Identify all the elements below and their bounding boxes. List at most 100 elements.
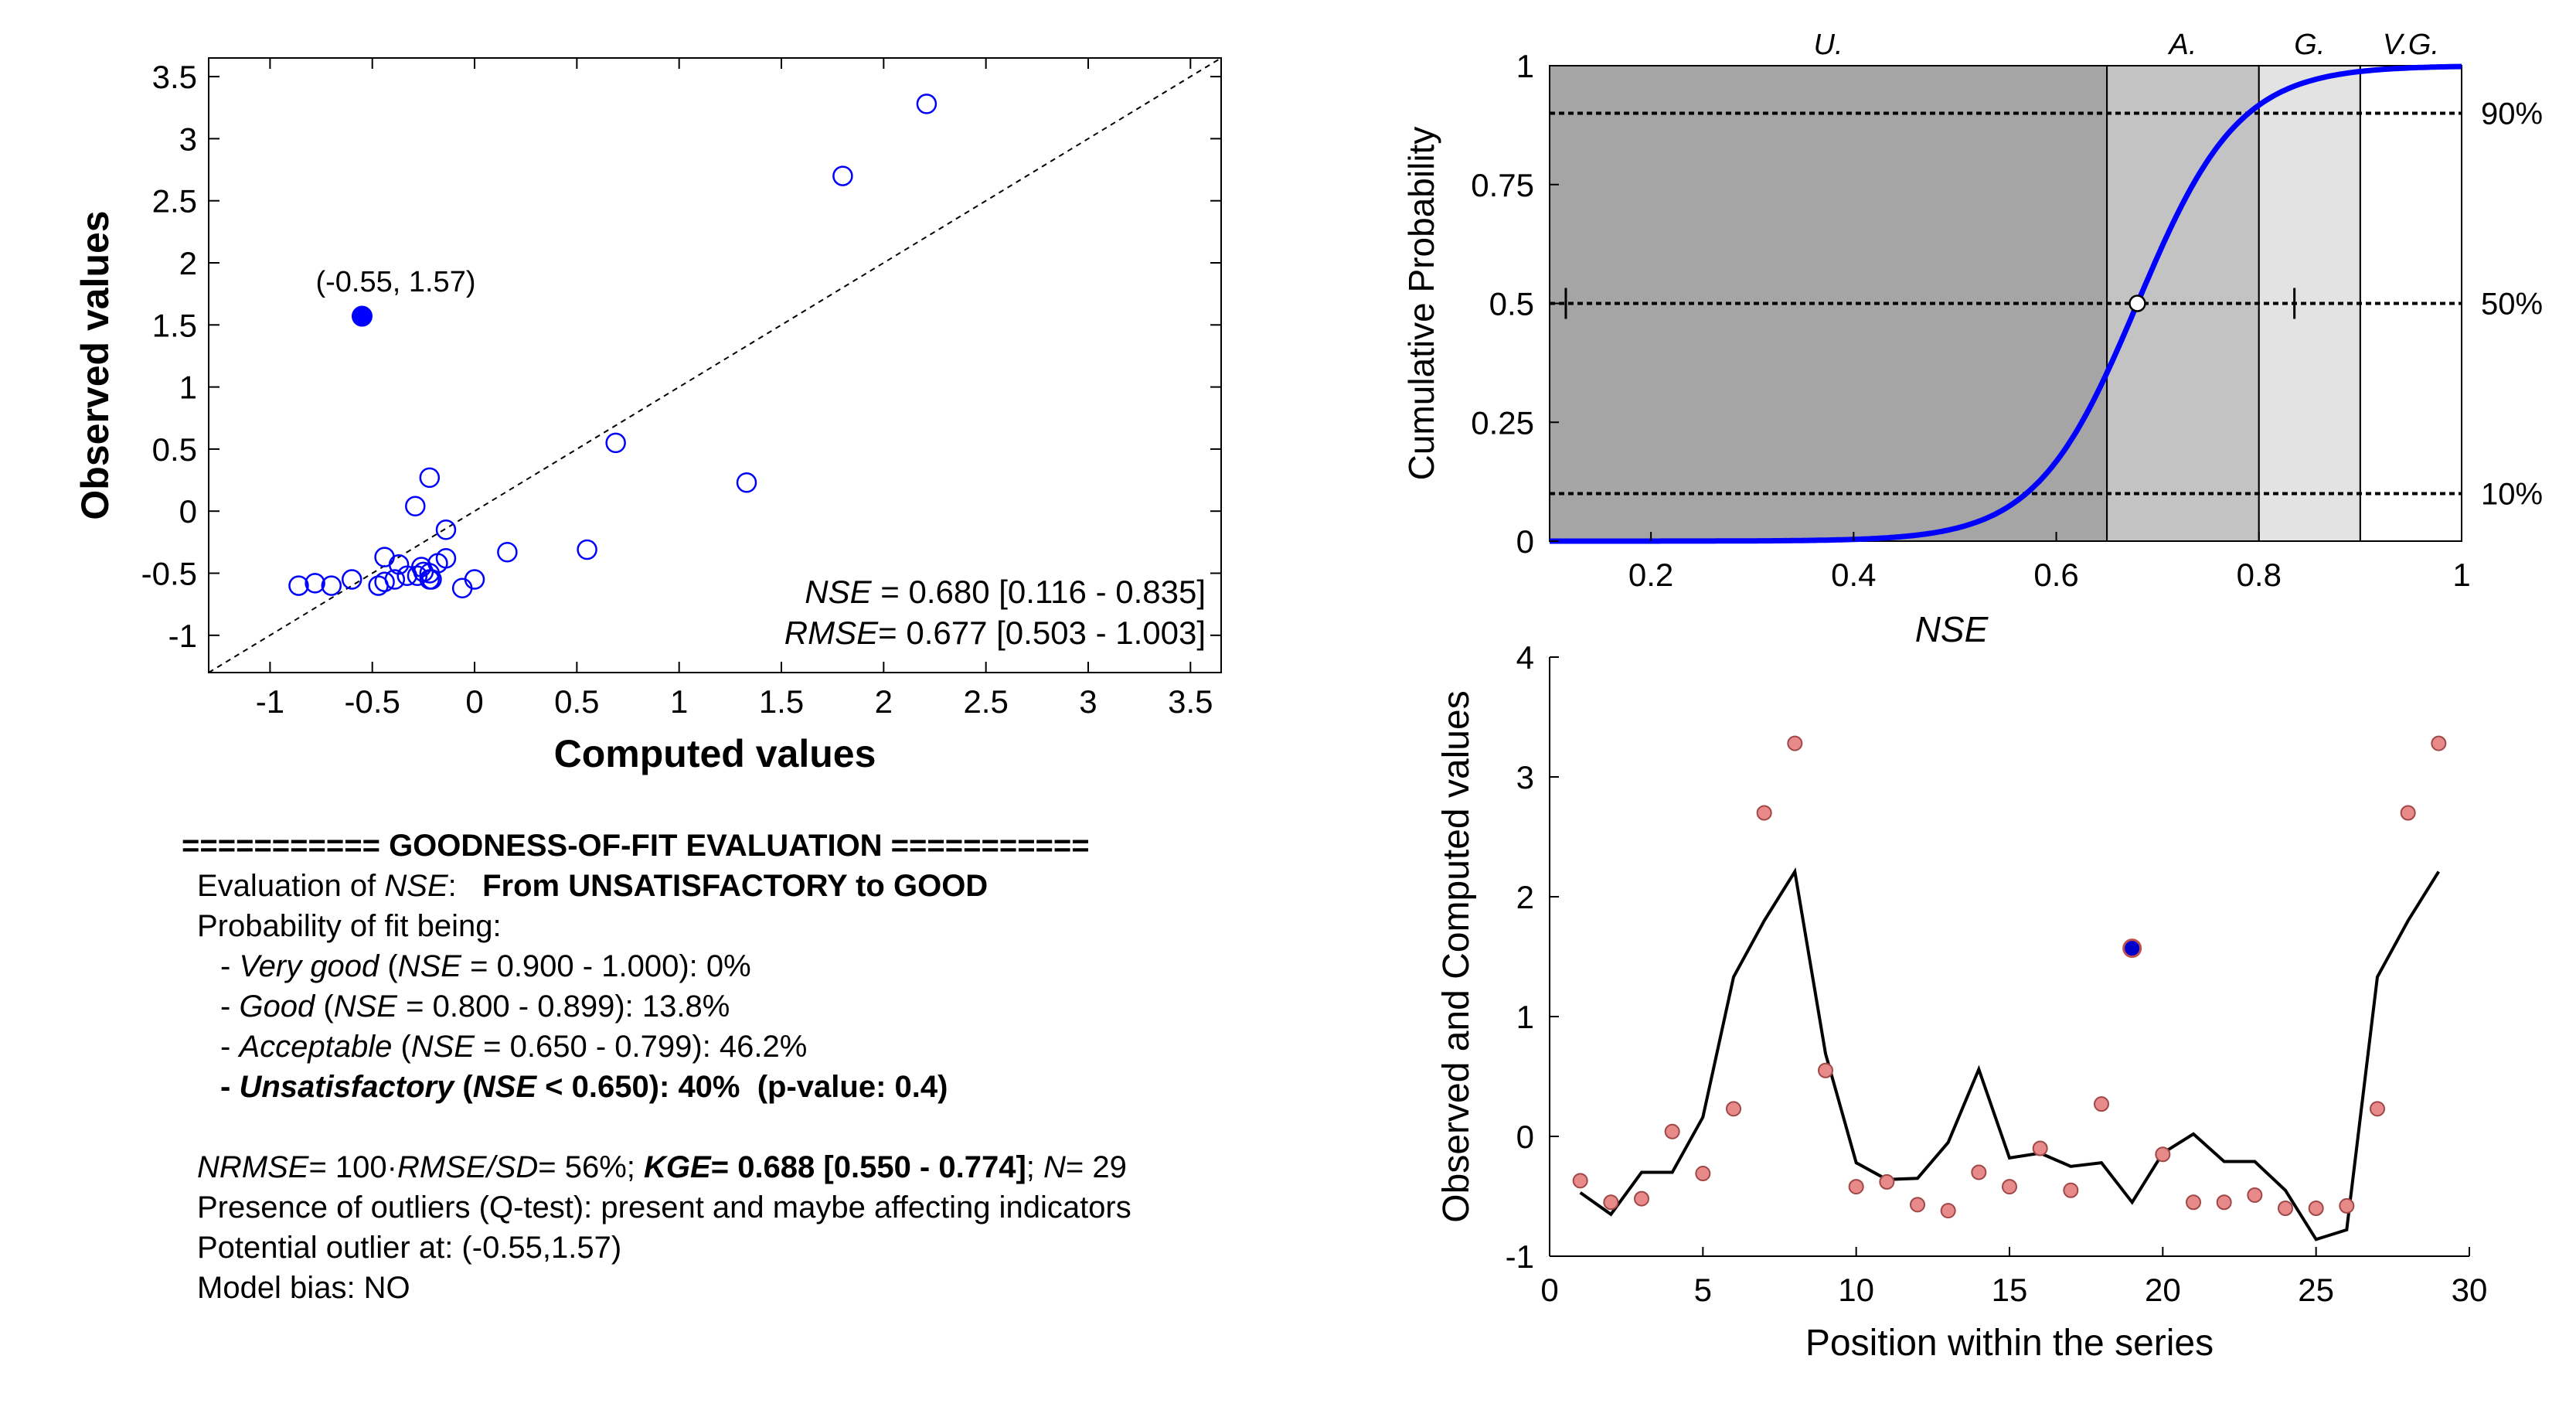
observed-point — [1910, 1197, 1925, 1213]
x-tick-label: 2 — [875, 683, 893, 720]
scatter-point — [605, 432, 626, 454]
y-tick-label: 1 — [1516, 48, 1534, 84]
y-tick-label: 1 — [179, 370, 197, 406]
computed-series-line — [1579, 867, 2440, 1242]
nrmse-val: = 56%; — [538, 1150, 645, 1184]
observed-point — [2094, 1096, 2109, 1112]
scatter-point — [374, 571, 395, 593]
x-tick-label: 1.5 — [759, 683, 804, 720]
x-axis-label: Computed values — [554, 732, 876, 775]
nrmse-rmse: RMSE — [396, 1150, 487, 1184]
x-tick-label: 0.6 — [2033, 557, 2078, 593]
good-line: - Good (NSE = 0.800 - 0.899): 13.8% — [182, 986, 1341, 1027]
a-nse: NSE — [410, 1030, 475, 1064]
outlier-label: (-0.55, 1.57) — [315, 266, 475, 298]
g-paren: ( — [315, 990, 334, 1024]
a-name: Acceptable — [239, 1030, 393, 1064]
observed-point — [2186, 1194, 2201, 1211]
x-tick-label: 15 — [1992, 1272, 2028, 1308]
y-tick-label: 4 — [1516, 639, 1534, 676]
scatter-point — [368, 575, 389, 596]
region-label: G. — [2294, 29, 2325, 61]
g-nse: NSE — [333, 990, 397, 1024]
rmse-annotation-name: RMSE — [784, 615, 879, 651]
n-val: = 29 — [1065, 1150, 1127, 1184]
observed-point — [1695, 1166, 1711, 1182]
x-tick-label: 3 — [1079, 683, 1097, 720]
y-tick-label: 3 — [179, 121, 197, 157]
x-tick-label: 30 — [2452, 1272, 2488, 1308]
scatter-point — [435, 547, 457, 569]
goodness-of-fit-report: =========== GOODNESS-OF-FIT EVALUATION =… — [182, 826, 1341, 1308]
g-rest: = 0.800 - 0.899): 13.8% — [396, 990, 730, 1024]
y-tick-label: 0.25 — [1471, 404, 1534, 441]
scatter-point — [497, 541, 518, 563]
observed-point — [2155, 1146, 2171, 1163]
very-good-line: - Very good (NSE = 0.900 - 1.000): 0% — [182, 946, 1341, 986]
unsatisfactory-line: - Unsatisfactory (NSE < 0.650): 40% (p-v… — [182, 1067, 1341, 1107]
scatter-point — [916, 94, 938, 114]
cdf-panel: U. A. G. V.G. 90% 50% 10% 0.2 0.4 0.6 0.8 1 0 0.25 0.5… — [1401, 29, 2543, 649]
median-point — [2129, 295, 2146, 312]
observed-point — [2002, 1179, 2017, 1195]
eval-prefix: Evaluation of — [197, 869, 385, 903]
y-tick-label: 0 — [179, 493, 197, 530]
observed-point — [2247, 1187, 2263, 1203]
observed-outlier-point — [2122, 938, 2142, 959]
x-tick-label: 0.5 — [554, 683, 599, 720]
outlier-at-line: Potential outlier at: (-0.55,1.57) — [197, 1231, 622, 1265]
a-rest: = 0.650 - 0.799): 46.2% — [475, 1030, 808, 1064]
percentile-label: 90% — [2481, 97, 2543, 131]
y-tick-label: 3 — [1516, 759, 1534, 795]
region-label: V.G. — [2383, 29, 2439, 61]
eval-nse: NSE — [384, 869, 448, 903]
observed-point — [2370, 1101, 2385, 1117]
x-tick-label: 0.8 — [2237, 557, 2282, 593]
u-paren: ( — [454, 1070, 473, 1104]
y-tick-label: 0 — [1516, 523, 1534, 560]
u-nse: NSE — [472, 1070, 536, 1104]
y-axis-label: Cumulative Probability — [1401, 127, 1441, 481]
x-tick-label: 0.4 — [1831, 557, 1876, 593]
percentile-label: 50% — [2481, 288, 2543, 322]
rmse-annotation: RMSE= 0.677 [0.503 - 1.003] — [784, 615, 1206, 651]
observed-point — [2400, 805, 2416, 821]
observed-point — [1664, 1123, 1680, 1139]
metrics-sep: ; — [1026, 1150, 1044, 1184]
nrmse-name: NRMSE — [197, 1150, 309, 1184]
y-tick-label: 0.5 — [1489, 286, 1534, 322]
x-axis-label: Position within the series — [1805, 1323, 2214, 1364]
observed-point — [1848, 1179, 1864, 1195]
scatter-point — [342, 569, 362, 590]
y-tick-label: 0.5 — [152, 431, 197, 468]
x-tick-label: -1 — [256, 683, 284, 720]
kge-val: = 0.688 [0.550 - 0.774] — [710, 1150, 1026, 1184]
u-dash: - — [220, 1070, 240, 1104]
observed-point — [1971, 1164, 1987, 1180]
model-bias-line: Model bias: NO — [197, 1271, 410, 1305]
observed-point — [1756, 805, 1772, 821]
nrmse-mid: = 100· — [308, 1150, 397, 1184]
y-tick-label: 1.5 — [152, 307, 197, 343]
x-axis-label: NSE — [1915, 609, 1989, 649]
observed-point — [2032, 1140, 2048, 1156]
y-tick-label: 0.75 — [1471, 167, 1534, 203]
x-tick-label: 1 — [670, 683, 688, 720]
evaluation-line: Evaluation of NSE: From UNSATISFACTORY t… — [182, 866, 1341, 906]
observed-point — [1879, 1173, 1895, 1190]
observed-point — [2308, 1201, 2324, 1216]
x-tick-label: 1 — [2452, 557, 2470, 593]
vg-rest: = 0.900 - 1.000): 0% — [461, 949, 751, 983]
one-to-one-line — [208, 57, 1222, 673]
scatter-point — [419, 563, 441, 584]
g-dash: - — [220, 990, 240, 1024]
observed-point — [1572, 1173, 1588, 1189]
rmse-annotation-value: = 0.677 [0.503 - 1.003] — [878, 615, 1206, 651]
observed-point — [1940, 1203, 1956, 1219]
spacer — [182, 1107, 1341, 1147]
percentile-label: 10% — [2481, 478, 2543, 512]
vg-nse: NSE — [397, 949, 461, 983]
scatter-point — [736, 472, 757, 493]
y-tick-label: -1 — [1506, 1238, 1534, 1275]
